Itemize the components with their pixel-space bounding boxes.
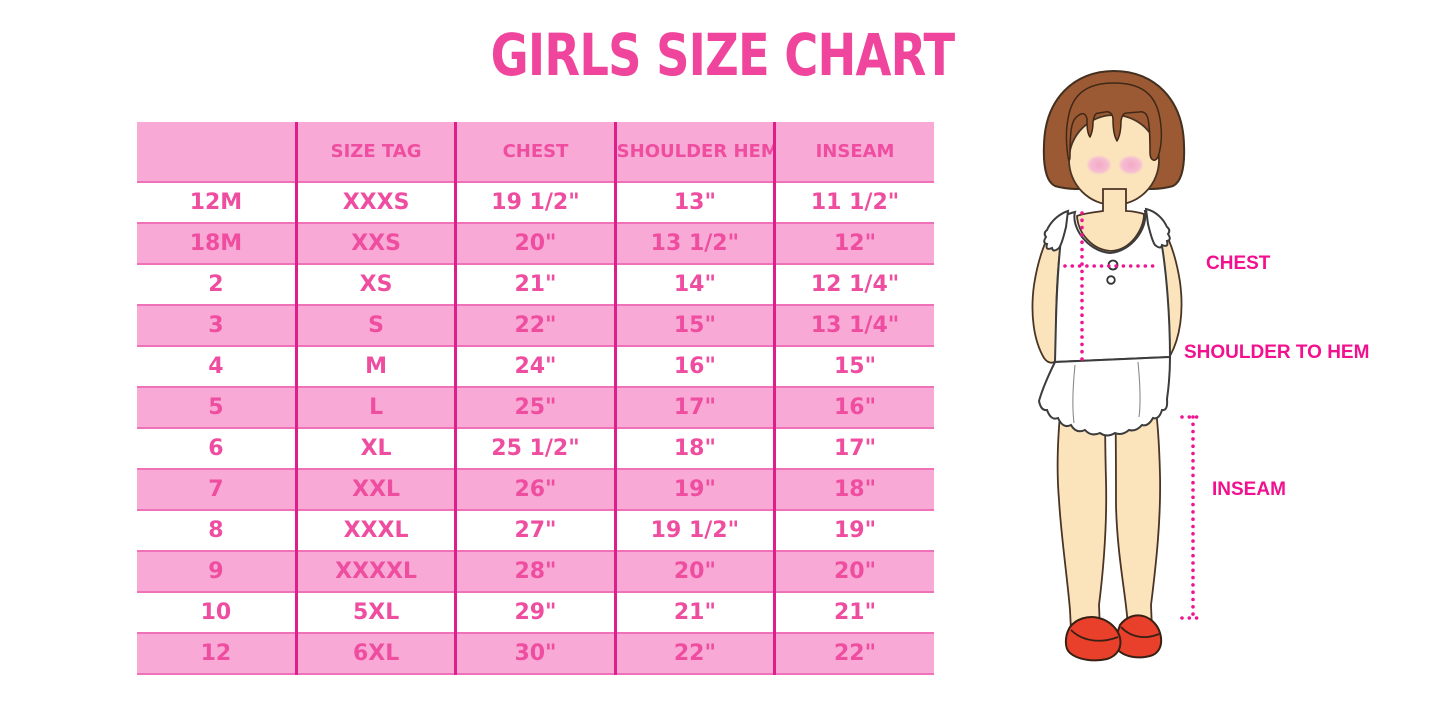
table-row: 9 XXXXL 28" 20" 20" [137, 550, 934, 593]
table-cell: XXXL [294, 510, 456, 551]
girl-blush-right [1118, 155, 1144, 175]
girl-blush-left [1086, 155, 1112, 175]
table-row: 12M XXXS 19 1/2" 13" 11 1/2" [137, 182, 934, 223]
table-row: 6 XL 25 1/2" 18" 17" [137, 428, 934, 469]
table-cell: 10 [137, 592, 297, 633]
girl-bangs [1065, 82, 1163, 161]
chest-label: CHEST [1206, 253, 1271, 274]
table-cell: 18" [613, 428, 775, 469]
table-cell: 22" [454, 304, 616, 347]
table-row: 12 6XL 30" 22" 22" [137, 632, 934, 675]
table-cell: XS [294, 264, 456, 305]
table-cell: 18" [773, 468, 934, 511]
size-table: SIZE TAG CHEST SHOULDER HEM INSEAM 12M XXXS 1… [137, 122, 934, 675]
table-cell: 3 [137, 304, 297, 347]
table-cell: 13" [613, 182, 775, 223]
table-cell: 11 1/2" [773, 182, 934, 223]
girl-illustration [1031, 70, 1204, 662]
table-cell: 13 1/2" [613, 222, 775, 265]
shoulder-to-hem-label: SHOULDER TO HEM [1184, 342, 1370, 363]
table-cell: 12 [137, 632, 297, 675]
girl-left-shoe-strap [1070, 629, 1119, 642]
girl-skirt [1037, 355, 1172, 437]
girl-right-shoe-strap [1120, 626, 1160, 638]
table-cell: XXS [294, 222, 456, 265]
table-row: 8 XXXL 27" 19 1/2" 19" [137, 510, 934, 551]
table-cell: 5XL [294, 592, 456, 633]
table-cell: 12" [773, 222, 934, 265]
header-cell: SIZE TAG [294, 122, 456, 183]
table-row: 4 M 24" 16" 15" [137, 346, 934, 387]
table-row: 10 5XL 29" 21" 21" [137, 592, 934, 633]
table-cell: 18M [137, 222, 297, 265]
girl-right-ruffle [1144, 207, 1171, 249]
table-cell: 24" [454, 346, 616, 387]
table-cell: 19" [773, 510, 934, 551]
table-cell: 17" [613, 386, 775, 429]
table-cell: 19" [613, 468, 775, 511]
table-cell: XXXXL [294, 550, 456, 593]
table-cell: 19 1/2" [613, 510, 775, 551]
size-table-head: SIZE TAG CHEST SHOULDER HEM INSEAM [137, 122, 934, 183]
table-cell: 20" [454, 222, 616, 265]
inseam-label: INSEAM [1212, 479, 1286, 500]
table-cell: 21" [613, 592, 775, 633]
table-cell: 30" [454, 632, 616, 675]
table-cell: 26" [454, 468, 616, 511]
header-cell: CHEST [454, 122, 616, 183]
table-row: 7 XXL 26" 19" 18" [137, 468, 934, 511]
header-cell: SHOULDER HEM [613, 122, 775, 183]
table-cell: 8 [137, 510, 297, 551]
table-cell: 5 [137, 386, 297, 429]
table-cell: M [294, 346, 456, 387]
table-cell: 25" [454, 386, 616, 429]
table-cell: 17" [773, 428, 934, 469]
table-cell: 22" [613, 632, 775, 675]
table-cell: 2 [137, 264, 297, 305]
table-cell: 21" [773, 592, 934, 633]
table-cell: XXXS [294, 182, 456, 223]
table-cell: 16" [773, 386, 934, 429]
table-cell: 14" [613, 264, 775, 305]
table-cell: 15" [773, 346, 934, 387]
table-cell: 9 [137, 550, 297, 593]
table-cell: 12M [137, 182, 297, 223]
table-cell: 28" [454, 550, 616, 593]
table-cell: 25 1/2" [454, 428, 616, 469]
table-row: 5 L 25" 17" 16" [137, 386, 934, 429]
table-cell: 12 1/4" [773, 264, 934, 305]
girl-left-shoe [1064, 616, 1122, 662]
table-cell: 7 [137, 468, 297, 511]
table-cell: 27" [454, 510, 616, 551]
table-cell: 16" [613, 346, 775, 387]
table-cell: 13 1/4" [773, 304, 934, 347]
girl-button-bottom [1106, 275, 1116, 285]
table-cell: 6 [137, 428, 297, 469]
table-cell: 6XL [294, 632, 456, 675]
table-cell: 20" [773, 550, 934, 593]
girl-left-ruffle [1043, 209, 1070, 252]
table-cell: 29" [454, 592, 616, 633]
table-cell: L [294, 386, 456, 429]
table-row: 18M XXS 20" 13 1/2" 12" [137, 222, 934, 265]
table-cell: 15" [613, 304, 775, 347]
header-cell [137, 122, 297, 183]
table-cell: 19 1/2" [454, 182, 616, 223]
table-cell: XL [294, 428, 456, 469]
table-cell: S [294, 304, 456, 347]
table-row: 2 XS 21" 14" 12 1/4" [137, 264, 934, 305]
table-cell: XXL [294, 468, 456, 511]
table-cell: 21" [454, 264, 616, 305]
header-cell: INSEAM [773, 122, 934, 183]
table-cell: 4 [137, 346, 297, 387]
table-cell: 22" [773, 632, 934, 675]
size-table-body: 12M XXXS 19 1/2" 13" 11 1/2" 18M XXS 20" 13 1/2"… [137, 182, 934, 675]
header-row: SIZE TAG CHEST SHOULDER HEM INSEAM [137, 122, 934, 183]
table-row: 3 S 22" 15" 13 1/4" [137, 304, 934, 347]
girl-skirt-fold-right [1137, 361, 1141, 418]
table-cell: 20" [613, 550, 775, 593]
girl-skirt-fold-left [1072, 364, 1076, 424]
page-title: GIRLS SIZE CHART [490, 21, 955, 89]
